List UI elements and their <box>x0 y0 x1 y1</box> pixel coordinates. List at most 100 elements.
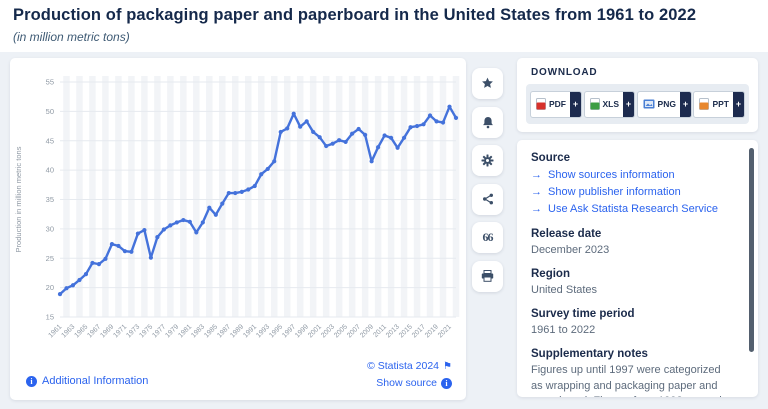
data-point[interactable] <box>213 212 218 217</box>
x-tick-label: 1965 <box>73 323 89 339</box>
print-button[interactable] <box>472 260 503 292</box>
info-icon: i <box>441 378 452 389</box>
data-point[interactable] <box>252 183 257 189</box>
data-point[interactable] <box>122 249 128 254</box>
data-point[interactable] <box>278 129 283 135</box>
data-point[interactable] <box>181 217 186 223</box>
download-xls-button[interactable]: XLS + <box>583 90 636 118</box>
data-point[interactable] <box>388 135 394 140</box>
download-png-button[interactable]: PNG + <box>636 90 692 118</box>
data-point[interactable] <box>363 132 368 137</box>
x-tick-label: 1975 <box>138 323 154 339</box>
x-tick-label: 1969 <box>99 323 115 339</box>
data-point[interactable] <box>168 223 173 228</box>
data-point[interactable] <box>135 231 141 236</box>
data-point[interactable] <box>298 124 303 129</box>
x-tick-label: 2021 <box>437 323 453 339</box>
data-point[interactable] <box>194 230 199 235</box>
download-heading: DOWNLOAD <box>531 67 598 78</box>
show-sources-information-link[interactable]: → Show sources information <box>531 167 731 184</box>
data-point[interactable] <box>440 120 446 125</box>
download-pdf-button[interactable]: PDF + <box>530 90 582 118</box>
data-point[interactable] <box>155 235 160 240</box>
data-point[interactable] <box>246 187 251 192</box>
data-point[interactable] <box>414 123 420 129</box>
arrow-right-icon: → <box>531 186 542 198</box>
data-point[interactable] <box>408 125 413 130</box>
y-tick-label: 20 <box>46 283 54 292</box>
plot-band <box>374 76 382 317</box>
ask-statista-research-link[interactable]: → Use Ask Statista Research Service <box>531 201 731 218</box>
data-point[interactable] <box>239 189 244 194</box>
data-point[interactable] <box>83 272 89 277</box>
download-xls-label: XLS <box>602 99 620 109</box>
plot-band <box>400 76 408 317</box>
data-point[interactable] <box>421 122 426 127</box>
pdf-plus-button[interactable]: + <box>570 91 581 117</box>
data-point[interactable] <box>343 139 348 145</box>
settings-button[interactable] <box>472 145 503 176</box>
data-point[interactable] <box>427 113 433 118</box>
data-point[interactable] <box>434 119 439 124</box>
plot-band <box>413 76 421 317</box>
plot-band <box>452 76 460 317</box>
data-point[interactable] <box>77 277 82 283</box>
ppt-plus-button[interactable]: + <box>732 91 744 117</box>
data-point[interactable] <box>330 141 335 146</box>
data-point[interactable] <box>142 227 147 233</box>
cite-button[interactable]: 66 <box>472 222 503 253</box>
data-point[interactable] <box>200 220 205 225</box>
png-plus-button[interactable]: + <box>679 91 691 117</box>
data-point[interactable] <box>337 138 342 143</box>
data-point[interactable] <box>291 111 296 116</box>
data-point[interactable] <box>356 126 361 132</box>
data-point[interactable] <box>90 260 95 266</box>
x-tick-label: 2009 <box>359 323 375 339</box>
favorite-button[interactable] <box>472 68 503 99</box>
show-publisher-information-link[interactable]: → Show publisher information <box>531 184 731 201</box>
data-point[interactable] <box>161 227 166 232</box>
data-point[interactable] <box>272 159 277 164</box>
data-point[interactable] <box>96 262 102 267</box>
show-source-link[interactable]: Show source i <box>367 375 452 392</box>
alerts-button[interactable] <box>472 106 503 138</box>
data-point[interactable] <box>285 126 290 131</box>
data-point[interactable] <box>453 115 459 120</box>
data-point[interactable] <box>447 104 452 109</box>
data-point[interactable] <box>109 242 115 247</box>
data-point[interactable] <box>395 145 400 150</box>
statista-copyright-link[interactable]: © Statista 2024 ⚑ <box>367 358 452 375</box>
data-point[interactable] <box>382 133 387 138</box>
data-point[interactable] <box>317 135 322 140</box>
xls-plus-button[interactable]: + <box>623 91 635 117</box>
data-point[interactable] <box>148 255 153 260</box>
data-point[interactable] <box>70 283 76 288</box>
data-point[interactable] <box>311 129 316 135</box>
data-point[interactable] <box>375 145 381 150</box>
data-point[interactable] <box>187 219 192 224</box>
share-button[interactable] <box>472 183 503 215</box>
data-point[interactable] <box>324 143 329 149</box>
data-point[interactable] <box>401 135 407 140</box>
data-point[interactable] <box>233 190 238 196</box>
data-point[interactable] <box>304 119 309 124</box>
data-point[interactable] <box>57 291 63 297</box>
data-point[interactable] <box>103 256 108 261</box>
data-point[interactable] <box>350 131 355 136</box>
data-point[interactable] <box>64 286 69 291</box>
data-point[interactable] <box>129 249 134 254</box>
data-point[interactable] <box>265 166 270 172</box>
plot-band <box>154 76 161 317</box>
data-point[interactable] <box>174 220 179 225</box>
data-point[interactable] <box>116 243 121 249</box>
download-ppt-button[interactable]: PPT + <box>693 90 745 118</box>
data-point[interactable] <box>207 205 212 210</box>
data-point[interactable] <box>226 190 231 196</box>
data-point[interactable] <box>259 172 264 177</box>
data-point[interactable] <box>220 201 225 206</box>
y-tick-label: 25 <box>46 254 54 263</box>
data-point[interactable] <box>369 159 374 164</box>
additional-information-link[interactable]: i Additional Information <box>26 375 148 387</box>
info-card-scrollbar[interactable] <box>749 148 754 352</box>
quote-icon: 66 <box>482 230 494 244</box>
